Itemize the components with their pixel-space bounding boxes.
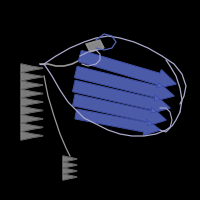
Polygon shape: [78, 51, 176, 88]
Polygon shape: [21, 106, 43, 115]
Polygon shape: [73, 81, 170, 113]
Polygon shape: [21, 64, 43, 72]
Polygon shape: [75, 67, 174, 101]
Polygon shape: [21, 132, 43, 140]
Polygon shape: [63, 168, 77, 174]
Polygon shape: [21, 98, 43, 106]
Polygon shape: [21, 123, 43, 132]
Polygon shape: [21, 89, 43, 98]
Polygon shape: [63, 162, 77, 168]
Polygon shape: [73, 95, 166, 126]
Polygon shape: [63, 156, 77, 162]
Polygon shape: [21, 72, 43, 81]
Polygon shape: [63, 174, 77, 180]
Polygon shape: [86, 40, 104, 52]
Polygon shape: [21, 81, 43, 89]
Polygon shape: [75, 109, 160, 135]
Polygon shape: [21, 115, 43, 123]
